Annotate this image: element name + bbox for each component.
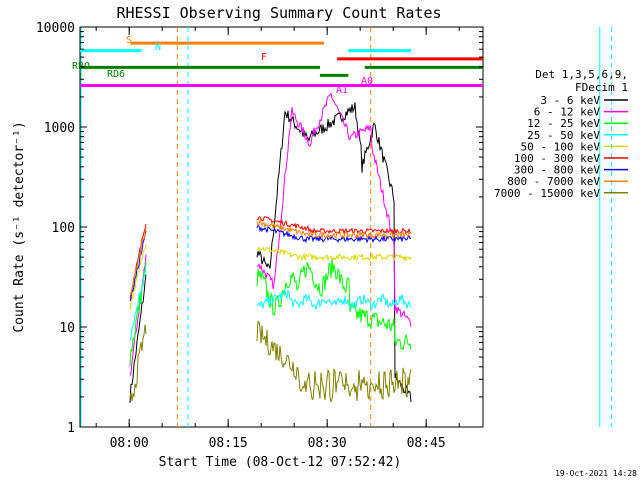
x-axis-label: Start Time (08-Oct-12 07:52:42) — [159, 455, 402, 470]
chart-title: RHESSI Observing Summary Count Rates — [116, 4, 441, 22]
series-line — [129, 223, 411, 302]
x-tick-label: 08:00 — [110, 436, 149, 451]
x-tick-label: 08:30 — [308, 436, 347, 451]
legend-entry-label: 3 - 6 keV — [540, 94, 600, 107]
legend-header-2: FDecim 1 — [575, 81, 628, 94]
y-tick-label: 1 — [67, 421, 75, 436]
legend-entry-label: 6 - 12 keV — [534, 106, 601, 119]
legend-entry-label: 12 - 25 keV — [527, 117, 600, 130]
flag-label: F — [261, 52, 267, 63]
y-tick-label: 100 — [52, 221, 75, 236]
flag-label: A0 — [361, 76, 373, 87]
series-line — [129, 218, 412, 296]
series-line — [129, 265, 412, 341]
legend-entry-label: 100 - 300 keV — [514, 152, 600, 165]
timestamp: 19-Oct-2021 14:28 — [555, 469, 637, 478]
x-tick-label: 08:45 — [407, 436, 446, 451]
legend-entry-label: 7000 - 15000 keV — [494, 187, 600, 200]
y-tick-label: 10000 — [36, 21, 75, 36]
x-tick-label: 08:15 — [209, 436, 248, 451]
series-line — [129, 320, 412, 404]
y-tick-label: 1000 — [44, 121, 75, 136]
flag-label: S — [126, 35, 132, 46]
y-axis-label: Count Rate (s⁻¹ detector⁻¹) — [12, 121, 27, 332]
series-line — [129, 244, 412, 310]
legend-entry-label: 25 - 50 keV — [527, 129, 600, 142]
flag-label: A1 — [336, 85, 348, 96]
series-line — [129, 102, 412, 404]
legend-header-1: Det 1,3,5,6,9, — [535, 68, 628, 81]
legend-entry-label: 800 - 7000 keV — [507, 175, 600, 188]
flag-label: RD6 — [107, 69, 125, 80]
y-tick-label: 10 — [59, 321, 75, 336]
legend-entry-label: 50 - 100 keV — [521, 140, 601, 153]
legend-entry-label: 300 - 800 keV — [514, 164, 600, 177]
flag-label: N — [155, 42, 161, 53]
